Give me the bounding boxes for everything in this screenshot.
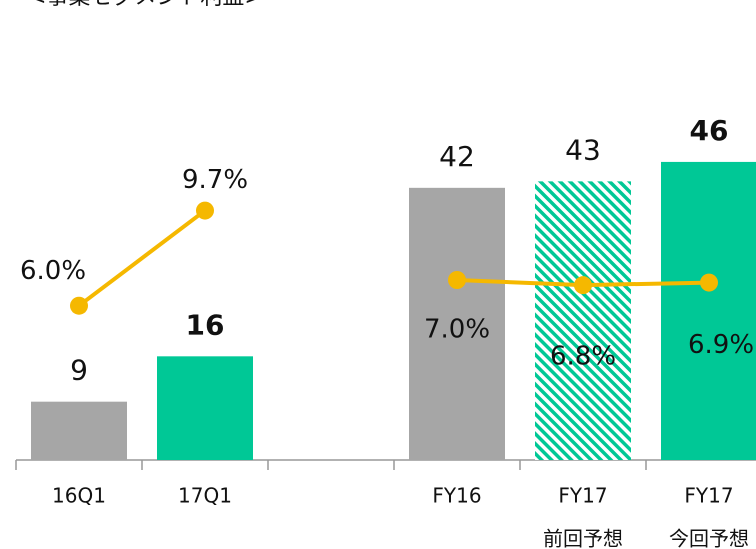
line-marker [700, 273, 718, 292]
x-tick-label: 前回予想 [543, 527, 623, 549]
x-tick-label: FY17 [558, 484, 607, 508]
bar-value-label: 46 [690, 114, 729, 147]
line-marker [574, 276, 592, 295]
bar-value-label: 43 [565, 133, 601, 166]
line-value-label: 7.0% [424, 315, 490, 345]
line-value-label: 9.7% [182, 165, 248, 195]
line-value-label: 6.9% [688, 330, 754, 360]
bar [409, 187, 505, 460]
line-marker [196, 201, 214, 220]
chart-title: <事業セグメント利益> [28, 0, 263, 10]
line-value-label: 6.0% [20, 256, 86, 286]
bar-value-label: 16 [186, 308, 225, 341]
bar [535, 181, 631, 461]
bar [31, 401, 127, 460]
x-tick-label: FY16 [432, 484, 481, 508]
x-tick-label: 今回予想 [669, 527, 749, 549]
bar-value-label: 9 [70, 354, 88, 387]
x-tick-label: FY17 [684, 484, 733, 508]
bar [157, 356, 253, 460]
bar [661, 161, 756, 461]
x-tick-label: 16Q1 [52, 484, 106, 508]
line-marker [448, 271, 466, 289]
x-tick-label: 17Q1 [178, 484, 232, 508]
line-marker [70, 296, 88, 315]
line-value-label: 6.8% [550, 342, 616, 372]
bar-value-label: 42 [439, 140, 475, 173]
